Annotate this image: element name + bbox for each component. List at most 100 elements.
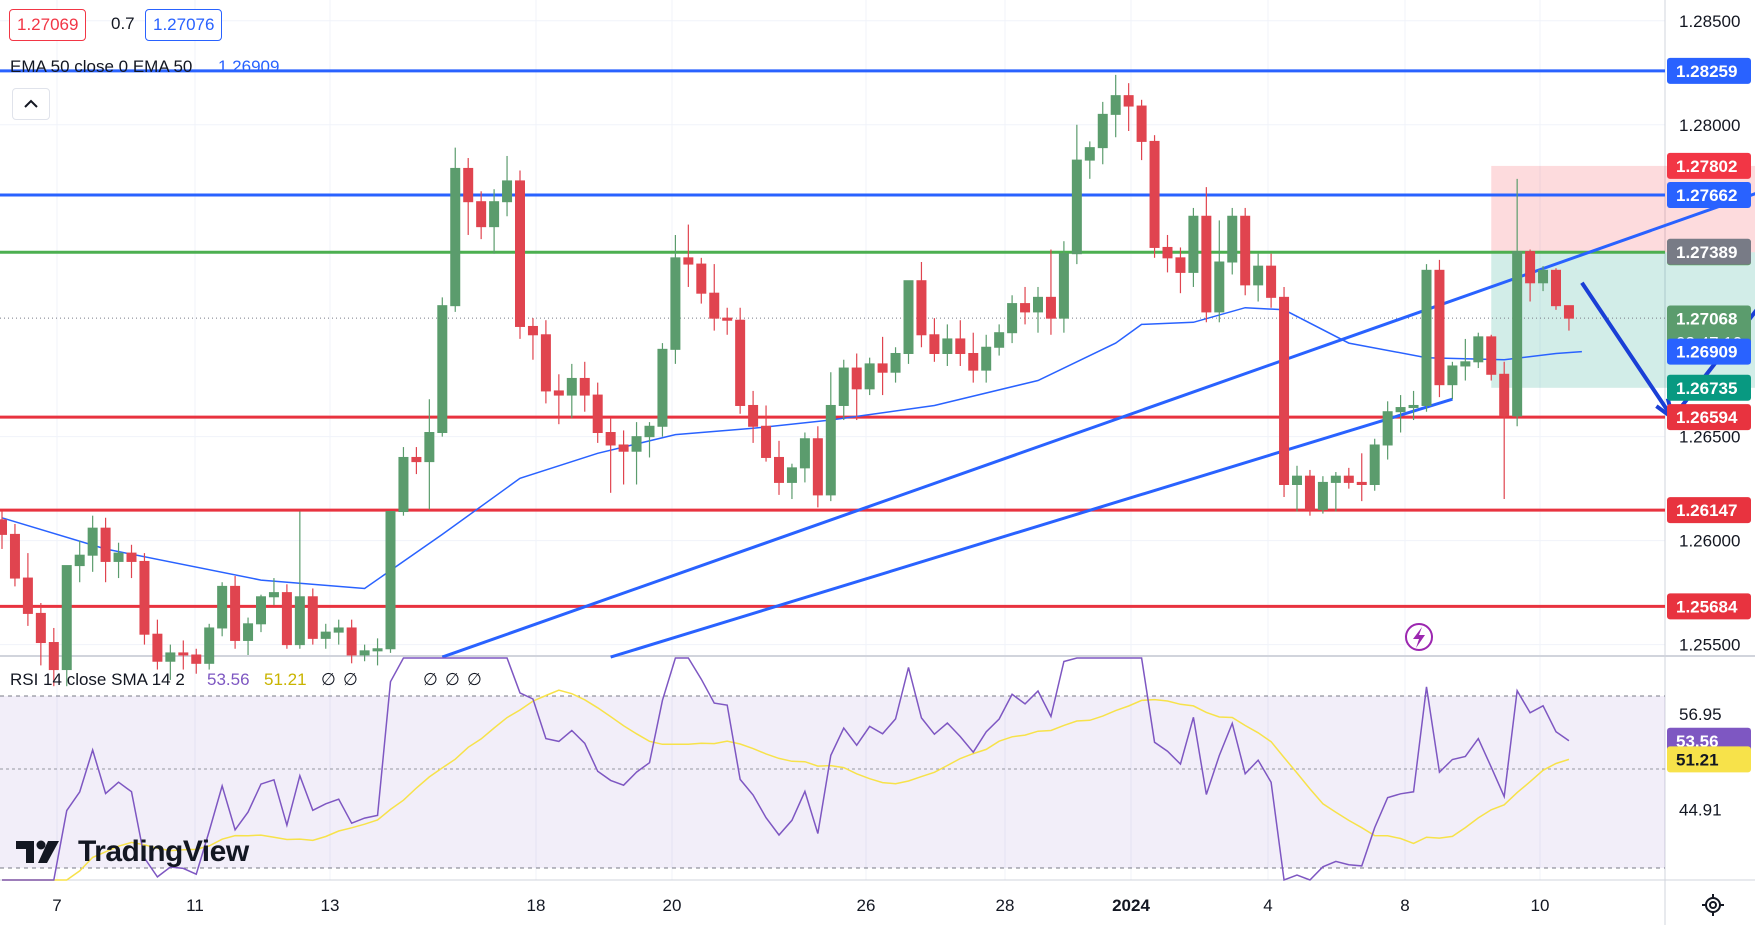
- level-price-tag-bg: [1667, 497, 1751, 524]
- candle: [929, 318, 940, 362]
- rsi-extra-2: ∅: [343, 670, 358, 689]
- settings-button[interactable]: [1698, 890, 1728, 920]
- rsi-band: [0, 696, 1665, 868]
- candle-body: [1123, 95, 1134, 107]
- candle-body: [657, 348, 668, 427]
- bid-price-box[interactable]: 1.27069: [9, 9, 87, 41]
- collapse-legend-button[interactable]: [12, 88, 50, 120]
- candle-body: [1097, 113, 1108, 149]
- candle: [178, 640, 189, 670]
- rsi-sma-line: [2, 689, 1570, 881]
- candle: [1330, 472, 1341, 512]
- candle-body: [1214, 261, 1225, 313]
- candle-body: [281, 592, 292, 646]
- time-axis-tick: 26: [857, 896, 876, 915]
- candle-body: [35, 612, 46, 644]
- candle: [1382, 401, 1393, 460]
- candle-body: [735, 319, 746, 406]
- candle-body: [1473, 336, 1484, 363]
- candle: [592, 382, 603, 443]
- candle-body: [1512, 251, 1523, 417]
- candle-body: [1395, 407, 1406, 413]
- level-price-tag-bg: [1667, 57, 1751, 84]
- candle-body: [1343, 475, 1354, 483]
- time-axis: 7 11 13 18 20 26 28 2024 4 8 10: [52, 896, 1549, 915]
- candle: [942, 324, 953, 366]
- candle: [644, 422, 655, 458]
- candle: [230, 575, 241, 649]
- price-axis-tick: 1.26000: [1679, 532, 1740, 551]
- candle: [618, 430, 629, 485]
- candle-body: [204, 627, 215, 664]
- candle: [683, 224, 694, 287]
- candle: [1045, 249, 1056, 335]
- candle-body: [1227, 215, 1238, 263]
- candle-body: [592, 394, 603, 434]
- candle: [877, 336, 888, 396]
- candle-body: [1317, 481, 1328, 510]
- ema-legend-label[interactable]: EMA 50 close 0 EMA 50: [10, 57, 193, 76]
- candle-body: [605, 432, 616, 446]
- candle-body: [191, 654, 202, 664]
- candle-body: [1110, 95, 1121, 115]
- candle-body: [1538, 269, 1549, 284]
- candle-body: [1447, 365, 1458, 386]
- candle: [825, 372, 836, 502]
- candle-body: [152, 633, 163, 662]
- candle: [333, 619, 344, 645]
- candle: [372, 638, 383, 666]
- candle: [527, 318, 538, 360]
- candle-body: [1175, 257, 1186, 273]
- rsi-div-mark-3: ∅: [467, 670, 482, 689]
- candle-body: [1563, 305, 1574, 319]
- candle-body: [1499, 373, 1510, 417]
- candle: [1512, 178, 1523, 427]
- candle: [204, 623, 215, 670]
- candle: [411, 447, 422, 475]
- candle: [22, 553, 33, 626]
- ema50-line: [1, 306, 1582, 590]
- candle-body: [1188, 215, 1199, 273]
- candle-body: [812, 438, 823, 496]
- level-price-tag: 1.27662: [1676, 186, 1737, 205]
- candle: [1499, 361, 1510, 500]
- ask-price-box[interactable]: 1.27076: [145, 9, 223, 41]
- candle: [1227, 207, 1238, 275]
- candle: [281, 584, 292, 649]
- candle-body: [1356, 481, 1367, 485]
- candle: [256, 594, 266, 633]
- ema-legend-value: 1.26909: [218, 57, 280, 76]
- candle-body: [307, 596, 318, 639]
- axis-price-tag-bg: [1667, 238, 1751, 265]
- candle-body: [178, 652, 189, 656]
- candle: [1110, 74, 1121, 138]
- rsi-legend-label[interactable]: RSI 14 close SMA 14 2: [10, 670, 185, 689]
- rsi-div-mark-2: ∅: [445, 670, 460, 689]
- candle: [1007, 295, 1018, 344]
- candle: [1525, 249, 1536, 302]
- gear-icon: [1702, 894, 1724, 916]
- candle-body: [1084, 147, 1095, 161]
- candle: [1240, 207, 1251, 296]
- candle: [1563, 305, 1574, 331]
- candle: [903, 280, 914, 364]
- rsi-sma-tag: 51.21: [1676, 750, 1719, 769]
- candle-body: [1033, 296, 1043, 313]
- lightning-icon-bolt: [1413, 627, 1425, 648]
- candle: [1253, 253, 1264, 302]
- candle: [48, 627, 59, 687]
- rsi-sma-tag-bg: [1667, 746, 1751, 773]
- candle: [0, 511, 7, 549]
- candle-body: [618, 444, 629, 452]
- candle-body: [333, 627, 344, 633]
- candle: [761, 405, 772, 462]
- candle: [1292, 465, 1302, 512]
- tradingview-logo-text: TradingView: [78, 835, 249, 868]
- candle: [1175, 247, 1186, 294]
- candle: [1214, 220, 1225, 323]
- time-axis-tick: 18: [527, 896, 546, 915]
- candle: [722, 307, 733, 335]
- rsi-extra-1: ∅: [321, 670, 336, 689]
- tradingview-logo[interactable]: TradingView: [14, 832, 249, 872]
